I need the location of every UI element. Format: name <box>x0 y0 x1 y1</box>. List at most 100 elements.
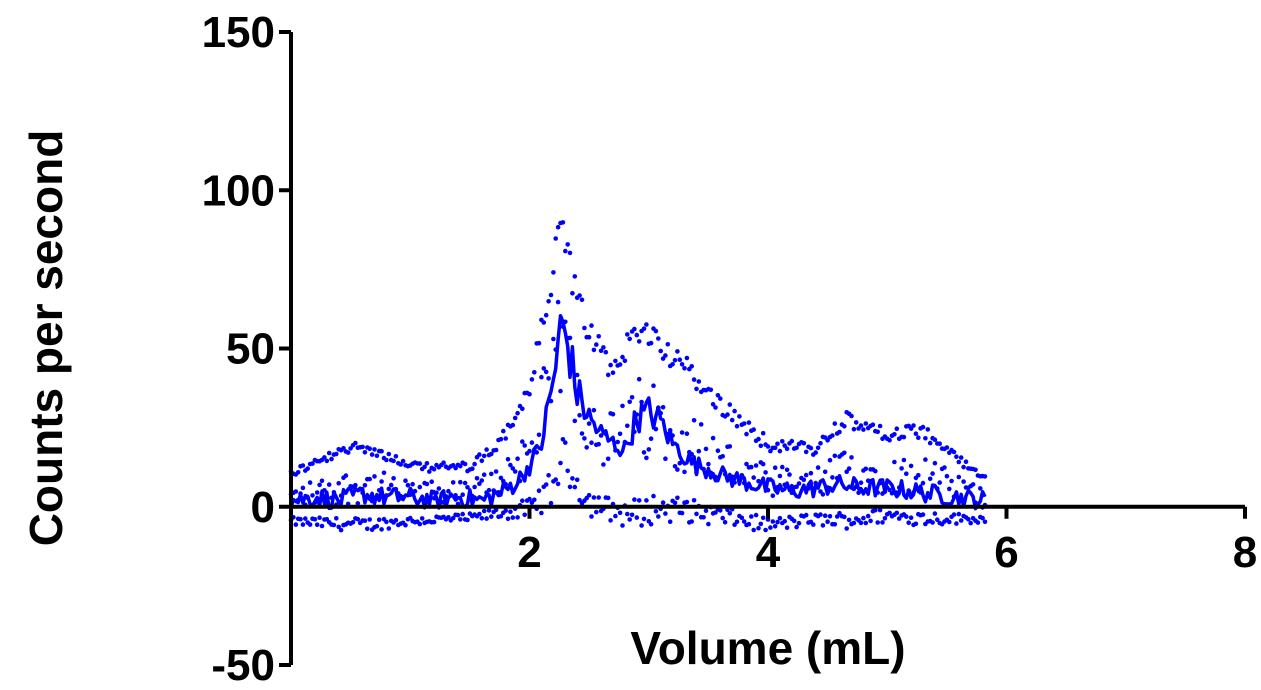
data-point <box>653 328 659 334</box>
data-point <box>794 484 799 490</box>
data-point <box>493 469 499 474</box>
data-point <box>947 519 952 525</box>
data-point <box>908 426 914 431</box>
data-point <box>512 415 518 421</box>
data-point <box>334 451 339 457</box>
data-point <box>551 336 556 342</box>
data-point <box>417 484 423 490</box>
data-point <box>913 521 919 527</box>
data-point <box>751 427 756 432</box>
data-point <box>431 519 437 525</box>
data-point <box>830 433 835 438</box>
data-point <box>760 515 766 521</box>
data-point <box>510 515 516 520</box>
data-point <box>696 379 702 384</box>
data-point <box>746 420 752 425</box>
data-point <box>605 372 611 378</box>
data-point <box>574 372 580 378</box>
data-point <box>343 473 349 478</box>
data-point <box>293 489 299 494</box>
data-point <box>844 526 849 531</box>
data-point <box>546 299 551 304</box>
data-point <box>582 436 587 441</box>
data-point <box>577 293 582 298</box>
data-point <box>465 517 470 523</box>
data-point <box>696 448 702 454</box>
data-point <box>508 509 513 514</box>
data-point <box>777 515 783 521</box>
data-point <box>345 450 351 455</box>
data-point <box>882 516 888 521</box>
data-point <box>803 449 809 455</box>
data-point <box>675 467 680 472</box>
data-point <box>636 376 642 382</box>
data-point <box>355 501 361 506</box>
data-point <box>365 526 370 532</box>
data-point <box>317 515 322 520</box>
data-point <box>641 450 647 455</box>
data-point <box>362 450 368 455</box>
y-tick-label: 100 <box>202 166 275 215</box>
data-point <box>813 480 818 486</box>
data-point <box>920 512 926 517</box>
data-point <box>307 480 313 485</box>
data-point <box>791 518 797 524</box>
data-point <box>715 448 721 454</box>
data-point <box>949 478 954 484</box>
data-point <box>710 435 716 441</box>
data-point <box>334 516 339 521</box>
data-point <box>563 440 568 445</box>
data-point <box>493 447 499 453</box>
data-point <box>942 465 947 470</box>
data-point <box>563 248 568 254</box>
data-point <box>796 520 802 526</box>
data-point <box>307 522 313 527</box>
data-point <box>584 445 589 450</box>
data-point <box>751 527 756 533</box>
data-point <box>353 440 358 446</box>
data-point <box>582 325 587 331</box>
data-point <box>808 445 814 451</box>
data-point <box>393 454 399 459</box>
data-point <box>694 386 699 392</box>
data-point <box>894 510 900 516</box>
data-point <box>775 441 780 447</box>
data-point <box>822 513 828 518</box>
data-point <box>916 435 921 441</box>
data-point <box>629 512 635 518</box>
data-point <box>529 440 535 445</box>
data-point <box>572 274 578 279</box>
data-point <box>689 519 694 524</box>
data-point <box>963 459 969 465</box>
data-point <box>908 463 914 469</box>
data-point <box>982 474 988 479</box>
data-point <box>627 517 632 522</box>
data-point <box>498 475 504 481</box>
data-point <box>484 516 489 521</box>
data-point <box>586 334 592 340</box>
data-point <box>386 451 392 457</box>
data-point <box>818 512 823 517</box>
data-point <box>639 523 644 528</box>
data-point <box>326 450 332 456</box>
data-point <box>801 477 807 483</box>
data-point <box>543 312 549 318</box>
data-point <box>610 411 616 417</box>
data-point <box>427 469 432 474</box>
data-point <box>770 493 776 499</box>
data-point <box>570 291 575 296</box>
data-point <box>546 376 551 381</box>
data-point <box>336 481 342 486</box>
data-point <box>760 430 766 436</box>
data-point <box>794 445 799 451</box>
data-point <box>667 519 673 524</box>
data-point <box>481 472 487 478</box>
data-point <box>634 515 640 520</box>
data-point <box>474 476 480 481</box>
data-point <box>858 520 864 526</box>
data-point <box>689 364 694 369</box>
data-point <box>818 441 823 446</box>
data-point <box>539 374 544 380</box>
data-point <box>572 418 578 424</box>
x-tick-label: 2 <box>517 528 541 577</box>
